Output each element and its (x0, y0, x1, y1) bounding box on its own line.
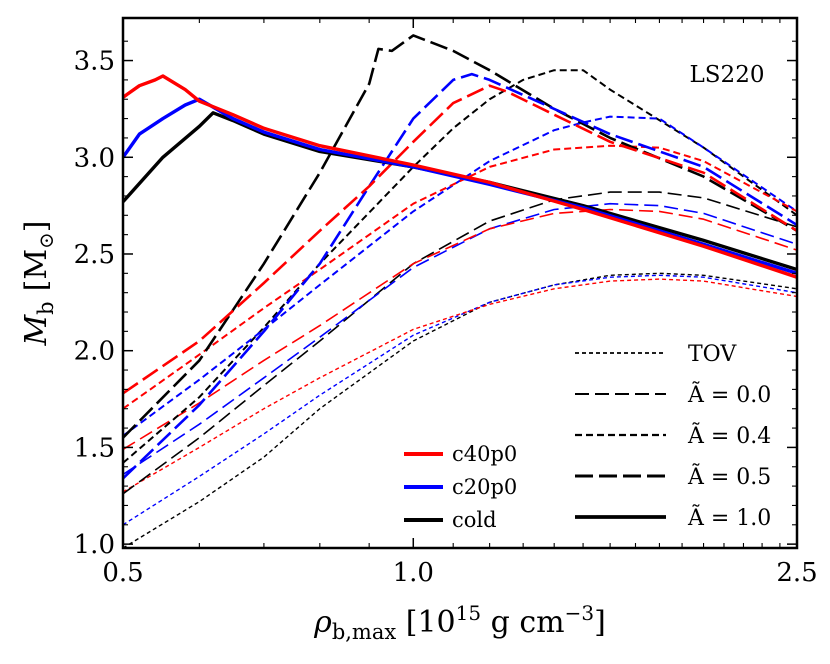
color-legend-label-0: c40p0 (452, 442, 517, 466)
y-tick-label-4: 3.0 (74, 143, 115, 173)
series-line-2 (123, 278, 797, 493)
x-tick-label-2: 2.5 (776, 558, 817, 588)
y-tick-label-1: 1.5 (74, 433, 115, 463)
style-legend: TOV Ã = 0.0 Ã = 0.4 Ã = 0.5 Ã = 1.0 (575, 342, 771, 531)
y-tick-label-5: 3.5 (74, 47, 115, 77)
series-layer (123, 34, 797, 548)
x-axis-label: ρb,max [1015 g cm−3] (313, 601, 606, 644)
x-axis-label-close: ] (594, 605, 606, 640)
series-line-5 (123, 208, 797, 451)
series-line-6 (123, 69, 797, 464)
series-line-11 (123, 84, 797, 395)
y-axis-label-units-sub: ⊙ (34, 232, 58, 249)
style-legend-label-2: Ã = 0.4 (687, 421, 771, 449)
x-axis-label-units: g cm (481, 605, 565, 640)
tick-labels: 1.01.52.02.53.03.50.5 1.0 2.5 (74, 47, 818, 588)
y-tick-label-3: 2.5 (74, 240, 115, 270)
series-line-8 (123, 144, 797, 410)
series-line-9 (123, 34, 797, 439)
x-axis-label-units-exp: −3 (565, 601, 594, 625)
style-legend-label-1: Ã = 0.0 (687, 380, 771, 408)
series-line-14 (123, 74, 797, 279)
series-line-12 (123, 111, 797, 272)
color-legend-label-2: cold (452, 508, 497, 532)
color-legend: c40p0 c20p0 cold (404, 442, 517, 532)
x-axis-label-rest: [10 (396, 605, 455, 640)
series-line-10 (123, 72, 797, 480)
y-axis-label-units-open: [M (19, 249, 54, 291)
series-line-3 (123, 191, 797, 495)
plot-frame (121, 16, 799, 550)
x-tick-label-1: 1.0 (393, 558, 434, 588)
x-axis-label-main: ρ (313, 605, 332, 640)
eos-annotation: LS220 (690, 62, 765, 88)
y-axis-label-main: M (19, 314, 54, 347)
x-axis-label-sub: b,max (332, 620, 397, 644)
y-axis-label: Mb [M⊙] (19, 220, 58, 346)
series-line-1 (123, 274, 797, 526)
color-legend-label-1: c20p0 (452, 475, 517, 499)
style-legend-label-4: Ã = 1.0 (687, 503, 771, 531)
x-tick-label-0: 0.5 (102, 558, 143, 588)
style-legend-label-3: Ã = 0.5 (687, 462, 771, 490)
y-tick-label-2: 2.0 (74, 337, 115, 367)
series-line-13 (123, 97, 797, 275)
y-axis-label-sub: b (34, 301, 58, 314)
y-tick-label-0: 1.0 (74, 530, 115, 560)
style-legend-label-0: TOV (688, 342, 737, 367)
x-axis-label-exp: 15 (456, 601, 481, 625)
y-axis-label-units-close: ] (19, 220, 54, 232)
